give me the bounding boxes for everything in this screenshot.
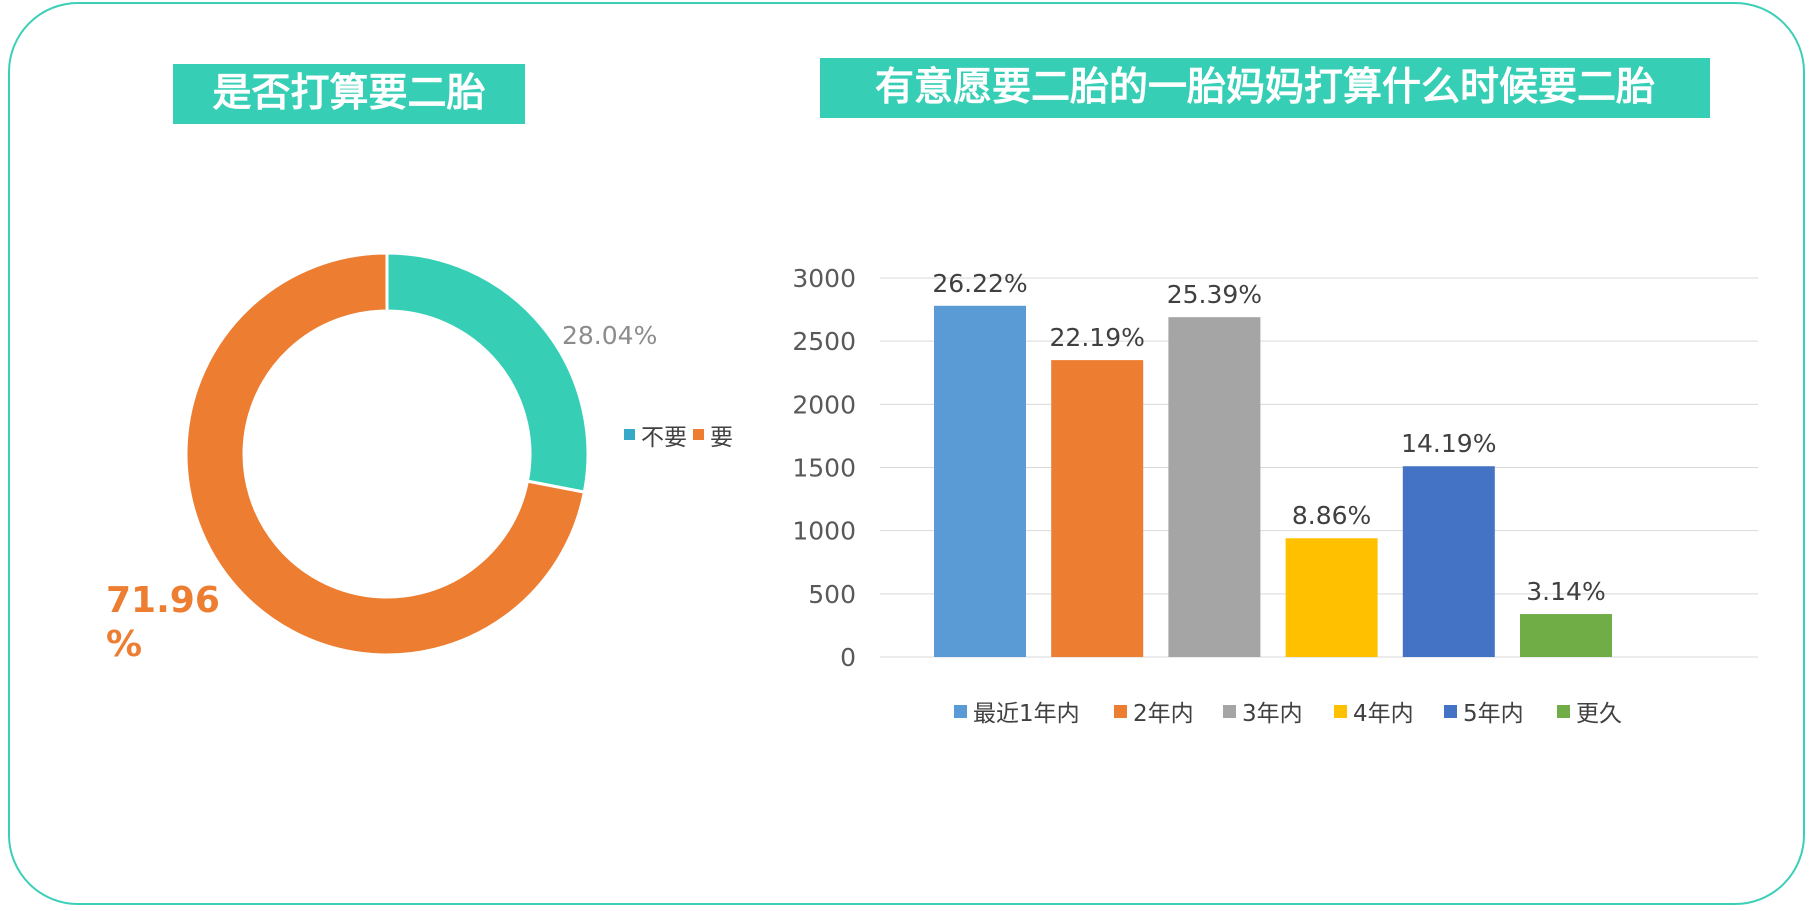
bar-2 xyxy=(1168,317,1261,657)
bar-title-banner: 有意愿要二胎的一胎妈妈打算什么时候要二胎 xyxy=(820,58,1710,118)
pie-legend-swatch-0 xyxy=(624,429,635,440)
bar-legend-swatch-2 xyxy=(1223,705,1236,718)
bar-3 xyxy=(1285,538,1378,657)
pie-legend-label-1: 要 xyxy=(710,425,733,451)
bar-legend-label-2: 3年内 xyxy=(1242,701,1303,727)
bar-legend-label-3: 4年内 xyxy=(1353,701,1414,727)
bar-legend-label-0: 最近1年内 xyxy=(973,701,1080,727)
bar-legend-label-5: 更久 xyxy=(1576,701,1622,727)
bar-legend-swatch-3 xyxy=(1334,705,1347,718)
bar-label-4: 14.19% xyxy=(1401,429,1496,458)
pie-title-banner: 是否打算要二胎 xyxy=(173,64,525,124)
pie-label-yes-suffix: % xyxy=(106,624,142,665)
bar-label-2: 25.39% xyxy=(1167,280,1262,309)
y-tick-2000: 2000 xyxy=(792,390,856,419)
y-tick-0: 0 xyxy=(840,643,856,672)
pie-slice-yes xyxy=(184,251,587,657)
y-tick-1500: 1500 xyxy=(792,454,856,483)
bar-0 xyxy=(934,305,1026,657)
pie-label-yes: 71.96 xyxy=(106,580,220,621)
y-tick-2500: 2500 xyxy=(792,327,856,356)
y-tick-1000: 1000 xyxy=(792,517,856,546)
bar-label-1: 22.19% xyxy=(1050,323,1145,352)
bar-1 xyxy=(1051,360,1144,657)
bar-label-5: 3.14% xyxy=(1526,577,1605,606)
card-frame xyxy=(8,2,1805,905)
y-tick-3000: 3000 xyxy=(792,264,856,293)
y-tick-500: 500 xyxy=(808,580,856,609)
bar-label-0: 26.22% xyxy=(932,269,1027,298)
bar-legend-swatch-4 xyxy=(1444,705,1457,718)
bar-legend-label-4: 5年内 xyxy=(1463,701,1524,727)
bar-legend-label-1: 2年内 xyxy=(1133,701,1194,727)
pie-label-no: 28.04% xyxy=(562,321,657,350)
pie-legend-swatch-1 xyxy=(693,429,704,440)
pie-legend-label-0: 不要 xyxy=(641,425,687,451)
bar-legend-swatch-1 xyxy=(1114,705,1127,718)
bar-label-3: 8.86% xyxy=(1292,501,1371,530)
bar-legend-swatch-5 xyxy=(1557,705,1570,718)
bar-4 xyxy=(1402,466,1495,657)
bar-legend-swatch-0 xyxy=(954,705,967,718)
pie-slice-no xyxy=(385,251,590,494)
bar-5 xyxy=(1520,614,1612,657)
